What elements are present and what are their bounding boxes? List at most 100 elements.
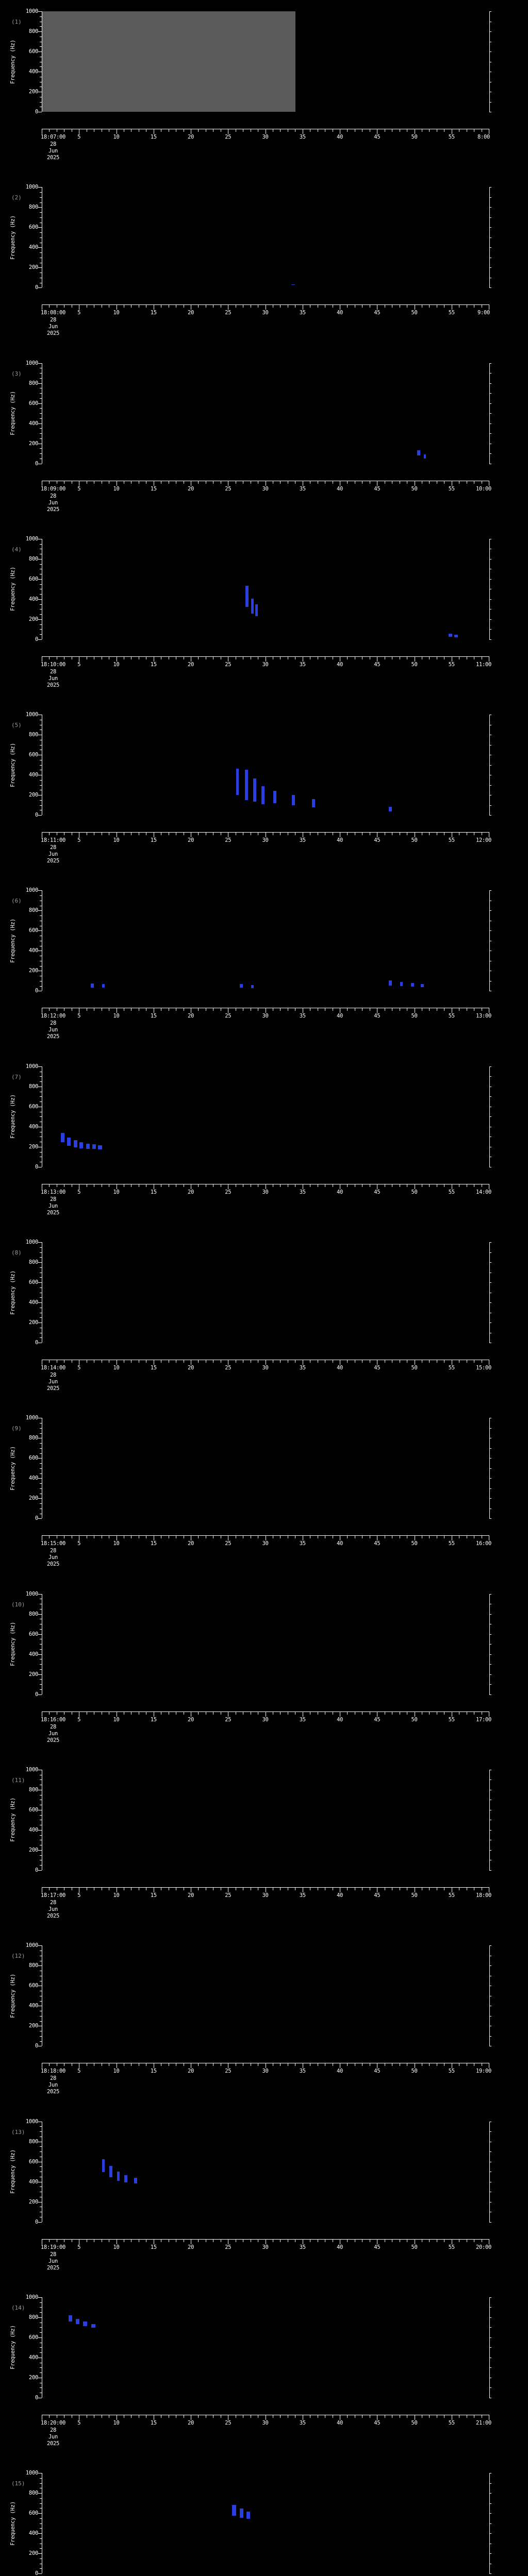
x-tick-label: 30 xyxy=(262,1013,269,1020)
x-tick-minor xyxy=(429,1008,430,1011)
y-tick-minor xyxy=(40,895,42,896)
y-tick-labels: 0 200 400 600 800 1000 xyxy=(0,2295,40,2400)
x-tick-label: 25 xyxy=(225,310,232,316)
x-axis-start-time: 18:20:00 xyxy=(40,2419,66,2426)
x-tick-label: 35 xyxy=(299,661,306,668)
x-tick-minor xyxy=(347,1184,348,1187)
y-tick-major xyxy=(38,1694,42,1695)
x-tick-labels: 18:12:00 5 10 15 20 25 30 35 40 45 50 55 13:00 xyxy=(0,1013,528,1021)
y-tick-right xyxy=(489,1614,491,1615)
panel-number-label: (13) xyxy=(11,2128,25,2136)
x-tick-label: 10 xyxy=(113,661,120,668)
date-part-day: 28 xyxy=(50,141,57,147)
date-part-day: 28 xyxy=(50,2251,57,2258)
date-part-year: 2025 xyxy=(46,1737,60,1743)
x-tick-label: 10 xyxy=(113,1365,120,1371)
x-tick-label: 20 xyxy=(187,485,194,492)
y-tick-major xyxy=(38,1965,42,1967)
y-tick-major xyxy=(38,1945,42,1946)
y-tick-minor xyxy=(40,634,42,635)
date-part-day: 28 xyxy=(50,2075,57,2082)
x-tick-label: 15 xyxy=(150,2419,157,2426)
y-tick-major xyxy=(38,2222,42,2223)
y-tick-label: 200 xyxy=(28,1671,38,1677)
x-axis-start-time: 18:16:00 xyxy=(40,1716,66,1723)
x-axis-end-time: 18:00 xyxy=(475,1892,492,1899)
y-tick-right xyxy=(489,247,491,248)
x-tick-minor xyxy=(198,129,199,132)
spectrogram-panel: (6) Frequency (Hz) 0 200 400 600 800 1000 18:12:… xyxy=(0,879,528,1055)
x-tick-label: 5 xyxy=(77,1189,81,1195)
x-tick-label: 20 xyxy=(187,2419,194,2426)
date-part-day: 28 xyxy=(50,317,57,324)
y-tick-minor xyxy=(40,2302,42,2303)
y-tick-major xyxy=(38,815,42,816)
x-tick-label: 45 xyxy=(374,1892,381,1899)
y-tick-minor xyxy=(40,413,42,414)
x-tick-label: 25 xyxy=(225,2244,232,2250)
x-axis-end-time: 9:00 xyxy=(477,310,490,316)
x-axis-end-time: 8:00 xyxy=(477,134,490,140)
detection-trace xyxy=(91,2324,95,2328)
x-tick-label: 40 xyxy=(336,1716,343,1723)
y-tick-label: 400 xyxy=(28,771,38,778)
y-tick-minor xyxy=(40,212,42,213)
y-tick-minor xyxy=(40,2036,42,2037)
detection-trace xyxy=(253,778,256,802)
x-tick-label: 45 xyxy=(374,134,381,140)
x-axis-start-time: 18:17:00 xyxy=(40,1892,66,1899)
y-tick-minor xyxy=(40,2548,42,2549)
y-tick-labels: 0 200 400 600 800 1000 xyxy=(0,712,40,818)
y-tick-label: 800 xyxy=(28,2314,38,2320)
date-part-day: 28 xyxy=(50,2427,57,2433)
y-tick-right xyxy=(489,1302,491,1303)
y-tick-minor xyxy=(40,1684,42,1685)
y-tick-major xyxy=(38,1614,42,1615)
y-tick-minor xyxy=(40,1669,42,1670)
spectrogram-panel: (13) Frequency (Hz) 0 200 400 600 800 1000 18:19… xyxy=(0,2110,528,2286)
date-part-month: Jun xyxy=(48,851,58,858)
y-tick-label: 400 xyxy=(28,1475,38,1482)
y-tick-right xyxy=(489,1498,491,1499)
y-tick-label: 1000 xyxy=(25,2118,38,2125)
x-axis-date-stack: 28 Jun 2025 xyxy=(22,1196,84,1216)
spectrogram-panel: (7) Frequency (Hz) 0 200 400 600 800 1000 18:13:… xyxy=(0,1055,528,1231)
x-tick-label: 5 xyxy=(77,485,81,492)
y-tick-major xyxy=(38,227,42,228)
spectrogram-panel: (8) Frequency (Hz) 0 200 400 600 800 1000 18:14:… xyxy=(0,1231,528,1407)
x-tick-label: 25 xyxy=(225,661,232,668)
x-axis-start-time: 18:18:00 xyxy=(40,2068,66,2075)
y-tick-minor xyxy=(40,785,42,786)
y-tick-minor xyxy=(40,1689,42,1690)
x-axis-date-stack: 28 Jun 2025 xyxy=(22,1900,84,1920)
x-tick-label: 55 xyxy=(448,1365,455,1371)
plot-area xyxy=(42,1418,490,1519)
detection-trace xyxy=(417,450,420,456)
y-tick-minor xyxy=(40,1815,42,1816)
y-tick-label: 200 xyxy=(28,264,38,271)
x-tick-minor xyxy=(198,1184,199,1187)
x-tick-minor xyxy=(347,129,348,132)
y-tick-label: 1000 xyxy=(25,360,38,366)
x-axis-end-time: 21:00 xyxy=(475,2419,492,2426)
x-tick-minor xyxy=(49,2239,50,2242)
y-tick-right xyxy=(489,373,491,374)
detection-trace xyxy=(67,1138,71,1146)
x-tick-labels: 18:14:00 5 10 15 20 25 30 35 40 45 50 55 15:00 xyxy=(0,1365,528,1372)
y-tick-label: 800 xyxy=(28,1083,38,1090)
x-tick-label: 30 xyxy=(262,1540,269,1547)
x-tick-label: 35 xyxy=(299,485,306,492)
y-tick-minor xyxy=(40,2372,42,2374)
spectrogram-panel: (15)Frequency (Hz)0200400600800100018:21… xyxy=(0,2462,528,2576)
x-axis xyxy=(42,480,489,486)
x-axis xyxy=(42,1183,489,1189)
y-tick-label: 0 xyxy=(35,1163,38,1170)
y-tick-minor xyxy=(40,1865,42,1866)
y-tick-right xyxy=(489,1664,491,1665)
y-tick-major xyxy=(38,619,42,620)
x-tick-label: 55 xyxy=(448,661,455,668)
y-tick-right xyxy=(489,1066,491,1067)
plot-area xyxy=(42,2473,490,2574)
y-tick-major xyxy=(38,599,42,600)
x-tick-label: 25 xyxy=(225,485,232,492)
